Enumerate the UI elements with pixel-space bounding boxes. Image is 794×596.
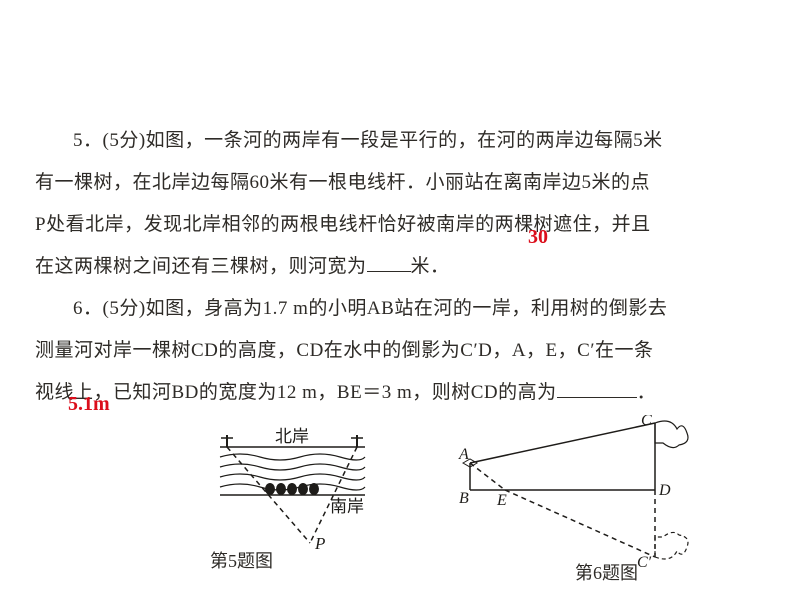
figure-6-svg: A B E D C C′ bbox=[445, 415, 705, 575]
fig5-caption: 第5题图 bbox=[210, 547, 273, 573]
fig6-D: D bbox=[658, 482, 671, 499]
fig5-north-label: 北岸 bbox=[275, 427, 309, 446]
q6-line2: 测量河对岸一棵树CD的高度，CD在水中的倒影为C′D，A，E，C′在一条 bbox=[35, 330, 759, 372]
q5-line1: 5．(5分)如图，一条河的两岸有一段是平行的，在河的两岸边每隔5米 bbox=[35, 120, 759, 162]
figure-5: 北岸 南岸 P 第5题图 bbox=[195, 425, 385, 570]
fig5-p-label: P bbox=[314, 534, 325, 553]
q5-line2: 有一棵树，在北岸边每隔60米有一根电线杆．小丽站在离南岸边5米的点 bbox=[35, 162, 759, 204]
q6-line1: 6．(5分)如图，身高为1.7 m的小明AB站在河的一岸，利用树的倒影去 bbox=[35, 288, 759, 330]
figures-area: 北岸 南岸 P 第5题图 A B bbox=[0, 425, 794, 595]
figure-5-svg: 北岸 南岸 P bbox=[195, 425, 385, 565]
fig6-caption: 第6题图 bbox=[575, 559, 638, 585]
fig6-Cp: C′ bbox=[637, 554, 652, 571]
q5-line4: 在这两棵树之间还有三棵树，则河宽为 米． bbox=[35, 246, 759, 288]
fig6-E: E bbox=[496, 492, 507, 509]
fig5-south-label: 南岸 bbox=[330, 497, 364, 516]
q6-answer: 5.1m bbox=[68, 393, 110, 416]
q6-blank bbox=[557, 397, 637, 398]
q5-line4-text-b: 米． bbox=[411, 256, 450, 277]
q6-line3: 视线上，已知河BD的宽度为12 m，BE＝3 m，则树CD的高为 ． bbox=[35, 372, 759, 414]
q5-line4-text-a: 在这两棵树之间还有三棵树，则河宽为 bbox=[35, 256, 367, 277]
q5-line3: P处看北岸，发现北岸相邻的两根电线杆恰好被南岸的两棵树遮住，并且 bbox=[35, 204, 759, 246]
fig6-B: B bbox=[459, 490, 469, 507]
fig6-A: A bbox=[458, 446, 469, 463]
fig6-C: C bbox=[641, 415, 652, 429]
q5-blank bbox=[367, 271, 411, 272]
q5-answer: 30 bbox=[528, 226, 548, 249]
document-body: 5．(5分)如图，一条河的两岸有一段是平行的，在河的两岸边每隔5米 有一棵树，在… bbox=[0, 0, 794, 414]
q6-line3-text-a: 视线上，已知河BD的宽度为12 m，BE＝3 m，则树CD的高为 bbox=[35, 382, 557, 403]
q6-line3-text-b: ． bbox=[637, 382, 657, 403]
figure-6: A B E D C C′ 第6题图 bbox=[445, 415, 705, 580]
